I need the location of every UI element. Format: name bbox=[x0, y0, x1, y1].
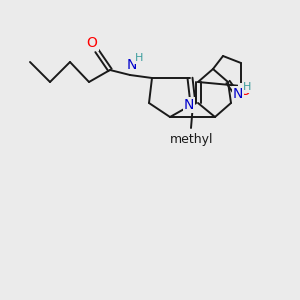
Text: N: N bbox=[127, 58, 137, 72]
Text: N: N bbox=[184, 98, 194, 112]
Text: H: H bbox=[243, 82, 251, 92]
Text: N: N bbox=[233, 87, 243, 101]
Text: O: O bbox=[240, 84, 250, 98]
Text: methyl: methyl bbox=[170, 133, 214, 146]
Text: O: O bbox=[87, 36, 98, 50]
Text: H: H bbox=[135, 53, 143, 63]
